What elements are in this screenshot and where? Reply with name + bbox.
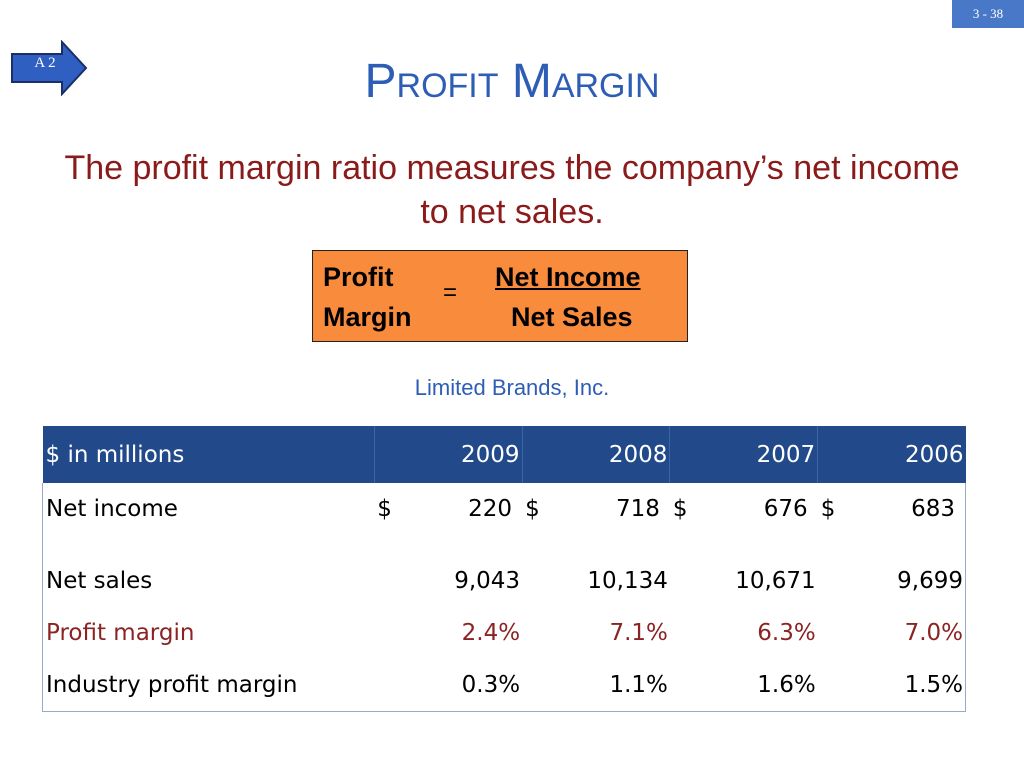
header-year: 2006 xyxy=(817,426,966,483)
header-year: 2009 xyxy=(374,426,523,483)
currency-symbol: $ xyxy=(820,496,836,522)
table-row-profit-margin: Profit margin 2.4% 7.1% 6.3% 7.0% xyxy=(43,607,966,659)
formula-lhs-line2: Margin xyxy=(323,302,412,332)
nav-arrow-label: A 2 xyxy=(34,55,56,71)
table-spacer-row xyxy=(43,535,966,555)
table-cell: 6.3% xyxy=(757,620,816,646)
header-year: 2008 xyxy=(522,426,671,483)
formula-lhs-line1: Profit xyxy=(323,262,394,292)
formula-equals: = xyxy=(443,279,458,306)
row-label: Profit margin xyxy=(46,620,195,646)
table-cell: 10,134 xyxy=(587,568,668,594)
financial-table: $ in millions 2009 2008 2007 2006 Net in… xyxy=(42,426,966,712)
slide-title: Profit Margin xyxy=(364,55,660,108)
table-row-net-sales: Net sales 9,043 10,134 10,671 9,699 xyxy=(43,555,966,607)
slide-number: 3 - 38 xyxy=(952,0,1024,28)
formula-numerator: Net Income xyxy=(495,262,641,292)
table-row-industry-margin: Industry profit margin 0.3% 1.1% 1.6% 1.… xyxy=(43,659,966,712)
row-label: Net sales xyxy=(46,568,153,594)
table-cell: 9,699 xyxy=(897,568,963,594)
table-header-row: $ in millions 2009 2008 2007 2006 xyxy=(42,426,966,483)
table-cell: 683 xyxy=(911,496,955,522)
table-cell: 1.1% xyxy=(609,672,668,698)
header-year: 2007 xyxy=(669,426,819,483)
slide-subtitle: The profit margin ratio measures the com… xyxy=(64,149,960,231)
currency-symbol: $ xyxy=(377,496,392,522)
table-cell: 9,043 xyxy=(454,568,521,594)
table-cell: 2.4% xyxy=(461,620,521,646)
table-cell: 718 xyxy=(615,496,660,522)
currency-symbol: $ xyxy=(672,496,688,522)
table-cell: 1.5% xyxy=(904,672,963,698)
currency-symbol: $ xyxy=(525,496,540,522)
right-arrow-icon xyxy=(11,40,88,96)
table-cell: 10,671 xyxy=(735,568,816,594)
formula-denominator: Net Sales xyxy=(511,302,633,332)
table-cell: 0.3% xyxy=(461,672,521,698)
row-label: Industry profit margin xyxy=(46,672,298,698)
row-label: Net income xyxy=(46,496,178,522)
company-name: Limited Brands, Inc. xyxy=(414,375,610,400)
table-cell: 676 xyxy=(763,496,808,522)
table-cell: 7.0% xyxy=(904,620,963,646)
table-cell: 1.6% xyxy=(757,672,816,698)
table-cell: 7.1% xyxy=(609,620,668,646)
header-units: $ in millions xyxy=(42,426,375,483)
table-row-net-income: Net income $220 $718 $676 $683 xyxy=(43,483,966,535)
formula-lhs: Profit Margin xyxy=(323,257,412,337)
formula-box: Profit Margin = Net Income Net Sales xyxy=(312,250,688,342)
nav-arrow-button[interactable]: A 2 xyxy=(10,40,88,96)
table-cell: 220 xyxy=(468,496,513,522)
